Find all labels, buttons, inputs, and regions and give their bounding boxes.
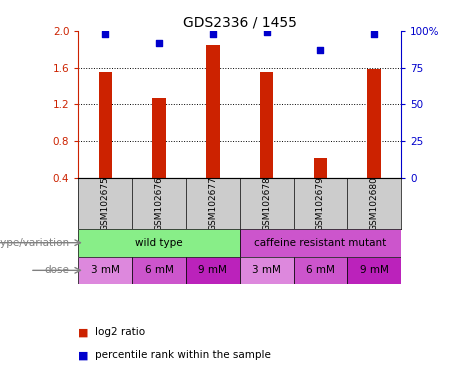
Point — [209, 31, 217, 37]
Bar — [132, 257, 186, 284]
Point — [101, 31, 109, 37]
Bar — [186, 257, 240, 284]
Bar — [99, 72, 112, 178]
Text: percentile rank within the sample: percentile rank within the sample — [95, 350, 271, 360]
Text: 6 mM: 6 mM — [306, 265, 335, 275]
Bar — [206, 45, 219, 178]
Text: ■: ■ — [78, 327, 89, 337]
Text: 3 mM: 3 mM — [252, 265, 281, 275]
Bar — [367, 68, 381, 178]
Bar — [260, 72, 273, 178]
Bar — [78, 229, 240, 257]
Bar — [240, 257, 294, 284]
Text: GSM102680: GSM102680 — [370, 176, 378, 231]
Text: GSM102677: GSM102677 — [208, 176, 217, 231]
Bar — [152, 98, 166, 178]
Bar — [294, 257, 347, 284]
Text: dose: dose — [44, 265, 69, 275]
Text: 6 mM: 6 mM — [145, 265, 173, 275]
Text: GSM102679: GSM102679 — [316, 176, 325, 231]
Point — [317, 47, 324, 53]
Text: wild type: wild type — [135, 238, 183, 248]
Text: GSM102678: GSM102678 — [262, 176, 271, 231]
Text: GSM102676: GSM102676 — [154, 176, 164, 231]
Text: log2 ratio: log2 ratio — [95, 327, 145, 337]
Point — [155, 40, 163, 46]
Point — [263, 29, 270, 35]
Bar — [313, 158, 327, 178]
Text: genotype/variation: genotype/variation — [0, 238, 69, 248]
Text: 9 mM: 9 mM — [198, 265, 227, 275]
Text: ■: ■ — [78, 350, 89, 360]
Text: 9 mM: 9 mM — [360, 265, 389, 275]
Bar — [240, 229, 401, 257]
Bar — [347, 257, 401, 284]
Bar — [78, 257, 132, 284]
Point — [371, 31, 378, 37]
Text: 3 mM: 3 mM — [91, 265, 120, 275]
Text: caffeine resistant mutant: caffeine resistant mutant — [254, 238, 386, 248]
Title: GDS2336 / 1455: GDS2336 / 1455 — [183, 16, 297, 30]
Text: GSM102675: GSM102675 — [101, 176, 110, 231]
